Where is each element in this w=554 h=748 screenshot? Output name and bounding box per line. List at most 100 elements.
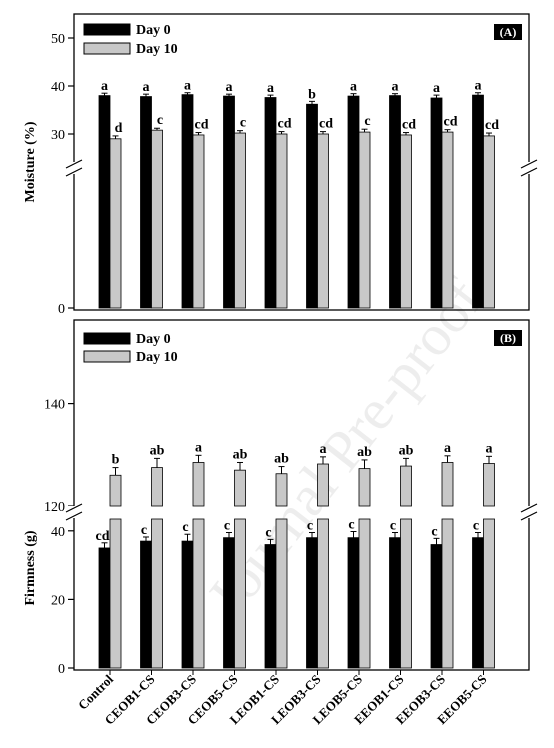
sig-letter-moisture-day0: a [475,79,482,94]
bar-firmness-day10 [234,469,246,507]
bar-moisture-day0 [306,103,318,309]
bar-firmness-day10 [275,473,288,507]
sig-letter-firmness-day10: ab [233,447,248,462]
bar-moisture-day10 [151,129,163,309]
bar-firmness-day10 [151,467,163,507]
axis-break-mark [65,503,83,513]
bar-firmness-day0 [389,537,401,669]
sig-letter-moisture-day0: a [184,79,191,94]
bar-firmness-day10 [192,462,205,507]
bar-moisture-day0 [389,95,401,309]
sig-letter-firmness-day10: ab [399,443,414,458]
axis-break-gap [521,162,537,174]
axis-break-mark [520,511,538,521]
bar-firmness-day10 [441,518,454,669]
legend-a-label-day0: Day 0 [136,23,171,38]
bar-firmness-day10 [234,518,246,669]
y-tick-label-a: 0 [58,302,65,317]
sig-letter-moisture-day10: c [240,116,246,131]
axis-break-mark [65,167,83,177]
bar-firmness-day0 [98,547,111,669]
sig-letter-moisture-day0: a [101,79,108,94]
sig-letter-moisture-day0: a [267,81,274,96]
sig-letter-firmness-day0: c [182,520,188,535]
bar-firmness-day0 [306,537,318,669]
bar-moisture-day10 [234,132,246,309]
sig-letter-firmness-day0: c [224,519,230,534]
bar-firmness-day10 [151,518,163,669]
bar-firmness-day10 [483,518,495,669]
bar-firmness-day10 [275,518,288,669]
y-tick-label-a: 30 [51,128,65,143]
bar-moisture-day0 [347,95,360,309]
bar-moisture-day0 [430,97,443,309]
bar-moisture-day10 [192,134,205,309]
axis-break-mark [520,167,538,177]
sig-letter-firmness-day10: a [320,442,327,457]
panel-b-frame [73,319,530,671]
bar-moisture-day0 [181,94,194,309]
y-tick-label-b: 0 [58,662,65,677]
panel-b-label: (B) [500,331,516,345]
bar-firmness-day10 [317,463,329,507]
sig-letter-firmness-day0: c [473,519,479,534]
bar-firmness-day10 [400,518,412,669]
sig-letter-moisture-day10: d [115,121,123,136]
y-tick-label-b: 20 [51,593,65,608]
bar-firmness-day0 [472,537,484,669]
sig-letter-moisture-day0: a [226,80,233,95]
sig-letter-moisture-day10: c [364,114,370,129]
sig-letter-moisture-day0: b [308,87,316,102]
axis-break-mark [520,503,538,513]
bar-moisture-day10 [317,133,329,309]
sig-letter-firmness-day10: ab [357,445,372,460]
panel-b-label-box: (B) [494,330,522,346]
sig-letter-moisture-day10: cd [195,118,209,133]
bar-moisture-day10 [358,131,371,309]
panel-a-ylabel: Moisture (%) [23,121,38,202]
y-tick-label-a: 50 [51,32,65,47]
bar-firmness-day10 [317,518,329,669]
axis-break-gap [66,162,82,174]
sig-letter-moisture-day0: a [433,81,440,96]
sig-letter-firmness-day10: a [195,440,202,455]
panel-b-ylabel: Firmness (g) [23,530,38,605]
legend-a-swatch-day10 [83,42,131,55]
bar-firmness-day0 [264,544,277,669]
legend-b-swatch-day10 [83,350,131,363]
sig-letter-firmness-day0: c [390,519,396,534]
legend-b-label-day0: Day 0 [136,332,171,347]
sig-letter-firmness-day0: cd [96,529,110,544]
axis-break-gap [66,506,82,518]
bar-moisture-day10 [400,134,412,309]
bar-firmness-day10 [109,474,122,507]
sig-letter-moisture-day10: cd [278,117,292,132]
sig-letter-firmness-day0: c [348,517,354,532]
panel-b-plot: 0 20 40 120 140 cd b c ab c a c ab c ab c a c ab c ab c a c a [44,398,538,677]
axis-break-mark [65,511,83,521]
y-tick-label-b: 40 [51,525,65,540]
bar-firmness-day10 [441,462,454,507]
bar-firmness-day0 [430,544,443,669]
sig-letter-firmness-day0: c [431,524,437,539]
sig-letter-firmness-day10: a [444,441,451,456]
bar-moisture-day10 [109,138,122,309]
sig-letter-firmness-day0: c [307,519,313,534]
sig-letter-moisture-day0: a [350,80,357,95]
bar-moisture-day10 [483,135,495,309]
axis-break-mark [65,159,83,169]
bar-moisture-day0 [98,95,111,309]
bar-firmness-day0 [347,537,360,669]
bar-moisture-day0 [140,96,152,309]
axis-break-mark [520,159,538,169]
sig-letter-moisture-day10: cd [485,118,499,133]
sig-letter-moisture-day10: cd [444,115,458,130]
sig-letter-firmness-day10: ab [274,452,289,467]
sig-letter-firmness-day10: b [112,453,120,468]
y-tick-label-a: 40 [51,80,65,95]
bar-moisture-day10 [441,131,454,309]
sig-letter-moisture-day10: cd [319,117,333,132]
bar-firmness-day0 [181,540,194,669]
